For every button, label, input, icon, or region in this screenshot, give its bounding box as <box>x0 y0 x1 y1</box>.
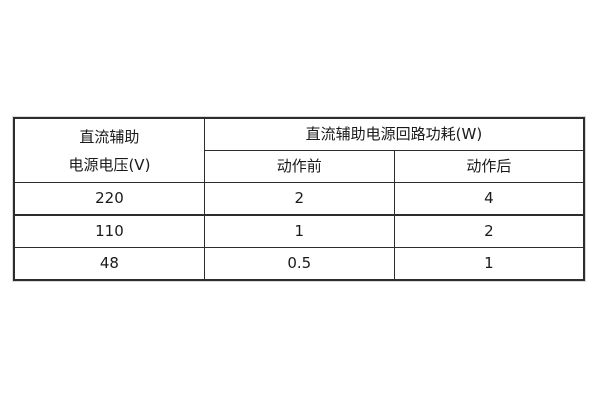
dc-aux-power-consumption-table: 直流辅助 电源电压(V) 直流辅助电源回路功耗(W) 动作前 动作后 220 2… <box>13 117 585 281</box>
header-row-sub: 动作前 动作后 <box>14 150 585 183</box>
header-cell-after-action: 动作后 <box>393 150 585 183</box>
cell-after: 1 <box>393 247 585 281</box>
cell-after: 2 <box>393 214 585 248</box>
cell-after: 4 <box>393 182 585 216</box>
cell-voltage: 220 <box>13 182 205 216</box>
table-row: 110 1 2 <box>13 214 585 248</box>
voltage-header-line1: 直流辅助 <box>79 127 140 146</box>
cell-before: 0.5 <box>203 247 395 281</box>
table-row: 48 0.5 1 <box>13 247 585 281</box>
cell-before: 2 <box>203 182 395 216</box>
header-cell-consumption: 直流辅助电源回路功耗(W) <box>203 117 585 151</box>
voltage-header-line2: 电源电压(V) <box>68 155 151 174</box>
table-row: 220 2 4 <box>13 182 585 216</box>
header-row-top: 直流辅助 电源电压(V) 直流辅助电源回路功耗(W) <box>13 117 585 183</box>
header-cell-voltage: 直流辅助 电源电压(V) <box>13 117 205 183</box>
cell-voltage: 110 <box>13 214 205 248</box>
cell-before: 1 <box>203 214 395 248</box>
cell-voltage: 48 <box>13 247 205 281</box>
header-cell-before-action: 动作前 <box>203 150 395 183</box>
